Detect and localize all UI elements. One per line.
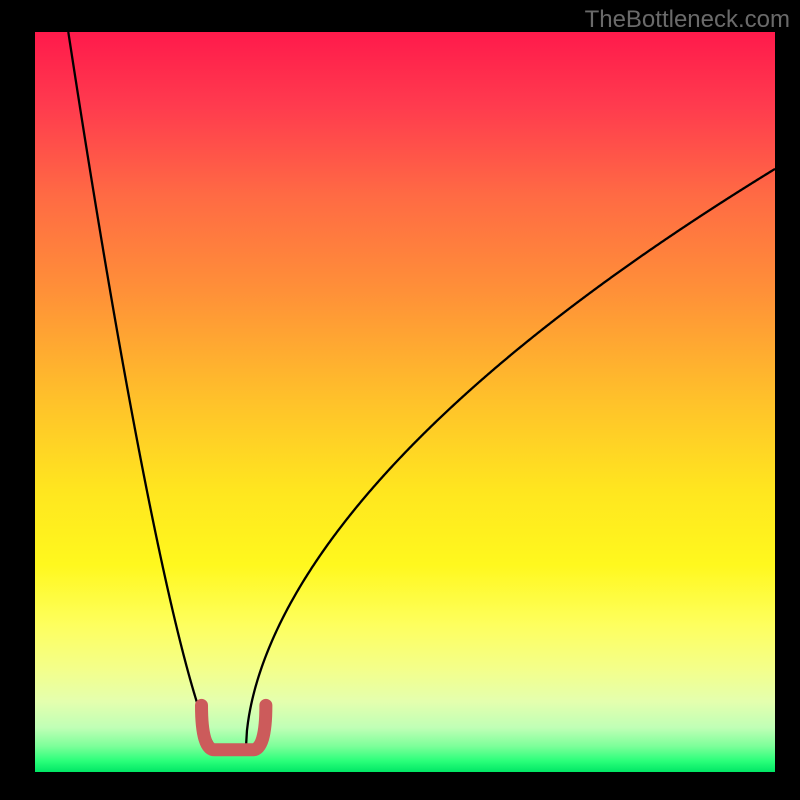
- gradient-background: [35, 32, 775, 772]
- chart-stage: TheBottleneck.com: [0, 0, 800, 800]
- chart-svg: [0, 0, 800, 800]
- watermark-text: TheBottleneck.com: [585, 6, 790, 34]
